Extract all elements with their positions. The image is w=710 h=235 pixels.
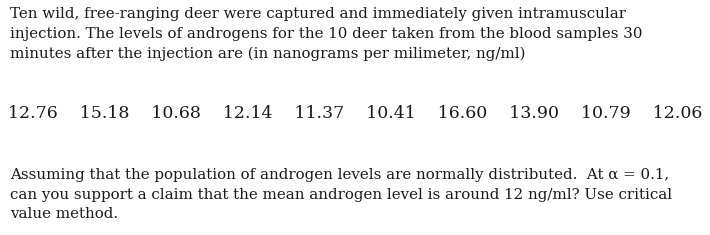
Text: 12.76    15.18    10.68    12.14    11.37    10.41    16.60    13.90    10.79   : 12.76 15.18 10.68 12.14 11.37 10.41 16.6…	[8, 106, 702, 122]
Text: Assuming that the population of androgen levels are normally distributed.  At α : Assuming that the population of androgen…	[10, 168, 672, 221]
Text: Ten wild, free-ranging deer were captured and immediately given intramuscular
in: Ten wild, free-ranging deer were capture…	[10, 7, 643, 61]
